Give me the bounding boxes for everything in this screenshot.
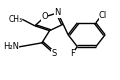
- Text: S: S: [51, 49, 57, 58]
- Text: O: O: [41, 12, 48, 21]
- Text: F: F: [70, 49, 75, 58]
- Text: Cl: Cl: [99, 11, 107, 20]
- Text: H₂N: H₂N: [3, 42, 19, 51]
- Text: N: N: [55, 8, 61, 17]
- Text: CH₃: CH₃: [8, 15, 22, 24]
